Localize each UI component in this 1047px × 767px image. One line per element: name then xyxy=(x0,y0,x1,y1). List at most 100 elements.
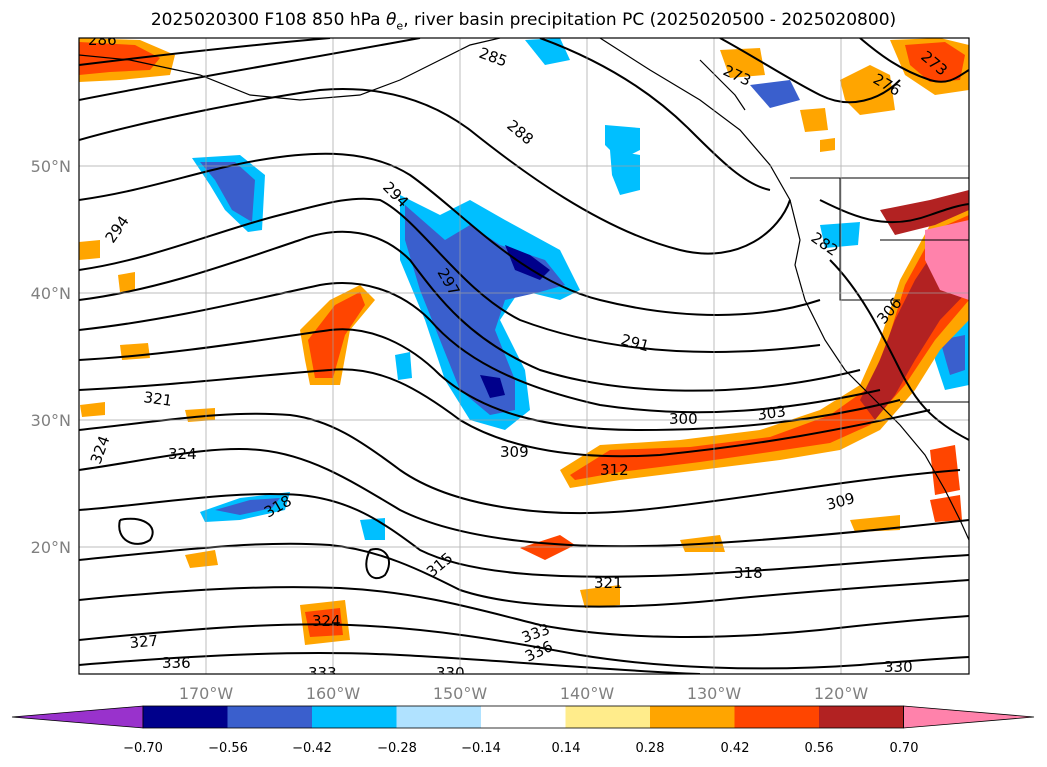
coastline-alaska xyxy=(79,38,501,101)
latitude-labels: 50°N 40°N 30°N 20°N xyxy=(31,157,71,557)
positive-region xyxy=(800,108,828,132)
lon-label: 120°W xyxy=(814,684,869,703)
negative-region xyxy=(750,80,800,108)
contour-label: 333 xyxy=(308,664,337,682)
positive-region xyxy=(79,240,100,260)
colorbar-swatch xyxy=(481,706,566,728)
lon-label: 160°W xyxy=(306,684,361,703)
positive-region xyxy=(930,495,962,522)
theta-e-contour xyxy=(79,368,931,458)
theta-e-contour xyxy=(829,259,969,441)
colorbar-extend-max xyxy=(903,705,1035,729)
longitude-labels: 170°W 160°W 150°W 140°W 130°W 120°W xyxy=(179,684,869,703)
theta-e-contour xyxy=(79,623,969,670)
positive-region xyxy=(880,190,969,235)
contour-label: 318 xyxy=(734,564,763,582)
colorbar-swatch xyxy=(143,706,228,728)
colorbar-swatch xyxy=(396,706,482,728)
state-border xyxy=(839,178,900,301)
positive-region xyxy=(930,445,960,495)
boundaries xyxy=(790,177,969,403)
negative-region xyxy=(395,352,412,380)
colorbar-tick-label: −0.28 xyxy=(377,741,417,756)
lat-label: 40°N xyxy=(31,284,71,303)
colorbar-swatch xyxy=(650,706,735,728)
colorbar-swatch xyxy=(734,706,820,728)
colorbar-tick-label: 0.70 xyxy=(890,741,919,756)
coastlines xyxy=(79,38,969,541)
colorbar-swatch xyxy=(565,706,651,728)
colorbar-swatch xyxy=(227,706,313,728)
lat-label: 50°N xyxy=(31,157,71,176)
colorbar-tick-label: −0.56 xyxy=(208,741,248,756)
contour-label: 300 xyxy=(669,410,698,428)
colorbar-swatch xyxy=(819,706,904,728)
contour-label: 321 xyxy=(594,574,623,592)
positive-region xyxy=(570,215,969,480)
theta-e-contour xyxy=(79,88,791,255)
positive-region xyxy=(118,272,135,292)
negative-region xyxy=(480,375,505,398)
contour-label: 324 xyxy=(312,612,341,630)
contour-label: 286 xyxy=(88,31,117,49)
negative-region xyxy=(200,162,255,222)
contour-label: 336 xyxy=(162,654,191,672)
map-frame xyxy=(78,37,970,675)
lat-label: 30°N xyxy=(31,411,71,430)
lon-label: 140°W xyxy=(560,684,615,703)
theta-e-contour xyxy=(819,199,969,224)
map-title: 2025020300 F108 850 hPa θe, river basin … xyxy=(150,10,897,33)
theta-e-contour xyxy=(79,448,969,548)
theta-e-contour xyxy=(79,38,331,66)
theta-e-contour xyxy=(859,38,969,83)
lon-label: 150°W xyxy=(433,684,488,703)
lon-label: 130°W xyxy=(687,684,742,703)
theta-e-contour xyxy=(79,152,821,316)
negative-region xyxy=(610,150,640,195)
positive-region xyxy=(720,48,765,78)
theta-e-contour xyxy=(79,197,821,353)
lat-label: 20°N xyxy=(31,538,71,557)
colorbar-tick-label: 0.14 xyxy=(552,741,581,756)
theta-e-contour xyxy=(365,548,390,580)
positive-region xyxy=(308,292,365,378)
coastline-panhandle xyxy=(699,59,746,111)
theta-e-contour xyxy=(79,328,901,432)
contour-label: 309 xyxy=(500,443,529,461)
colorbar-tick-label: −0.70 xyxy=(123,741,163,756)
theta-e-contour xyxy=(79,230,861,392)
colorbar-tick-label: 0.28 xyxy=(636,741,665,756)
colorbar-swatch xyxy=(312,706,397,728)
theta-e-contour xyxy=(79,542,969,608)
colorbar-tick-label: 0.42 xyxy=(721,741,750,756)
positive-region xyxy=(185,550,218,568)
negative-region xyxy=(215,498,280,515)
colorbar-extend-min xyxy=(11,705,144,729)
positive-region xyxy=(580,585,620,608)
colorbar xyxy=(11,705,1035,729)
theta-e-contour xyxy=(719,38,901,104)
positive-region xyxy=(820,138,835,152)
contour-label: 327 xyxy=(129,632,159,652)
contour-label: 324 xyxy=(168,445,197,463)
contour-label: 330 xyxy=(436,664,465,682)
theta-e-contour xyxy=(79,38,421,101)
shaded-field xyxy=(79,38,969,645)
lon-label: 170°W xyxy=(179,684,234,703)
colorbar-tick-label: −0.42 xyxy=(292,741,332,756)
contour-label: 303 xyxy=(756,402,787,424)
theta-e-contour xyxy=(79,412,961,515)
map-area: 286 285 288 294 294 297 291 300 303 309 … xyxy=(79,31,969,682)
contour-lines xyxy=(79,38,969,674)
coastline-north-america xyxy=(599,38,969,541)
colorbar-tick-label: 0.56 xyxy=(805,741,834,756)
positive-region xyxy=(905,42,965,82)
negative-region xyxy=(505,245,550,280)
positive-region xyxy=(80,402,105,417)
contour-label: 330 xyxy=(884,658,913,676)
theta-e-contour xyxy=(79,652,701,674)
colorbar-outline xyxy=(142,705,904,729)
colorbar-tick-labels: −0.70 −0.56 −0.42 −0.28 −0.14 0.14 0.28 … xyxy=(123,741,918,756)
contour-label: 312 xyxy=(600,461,629,479)
